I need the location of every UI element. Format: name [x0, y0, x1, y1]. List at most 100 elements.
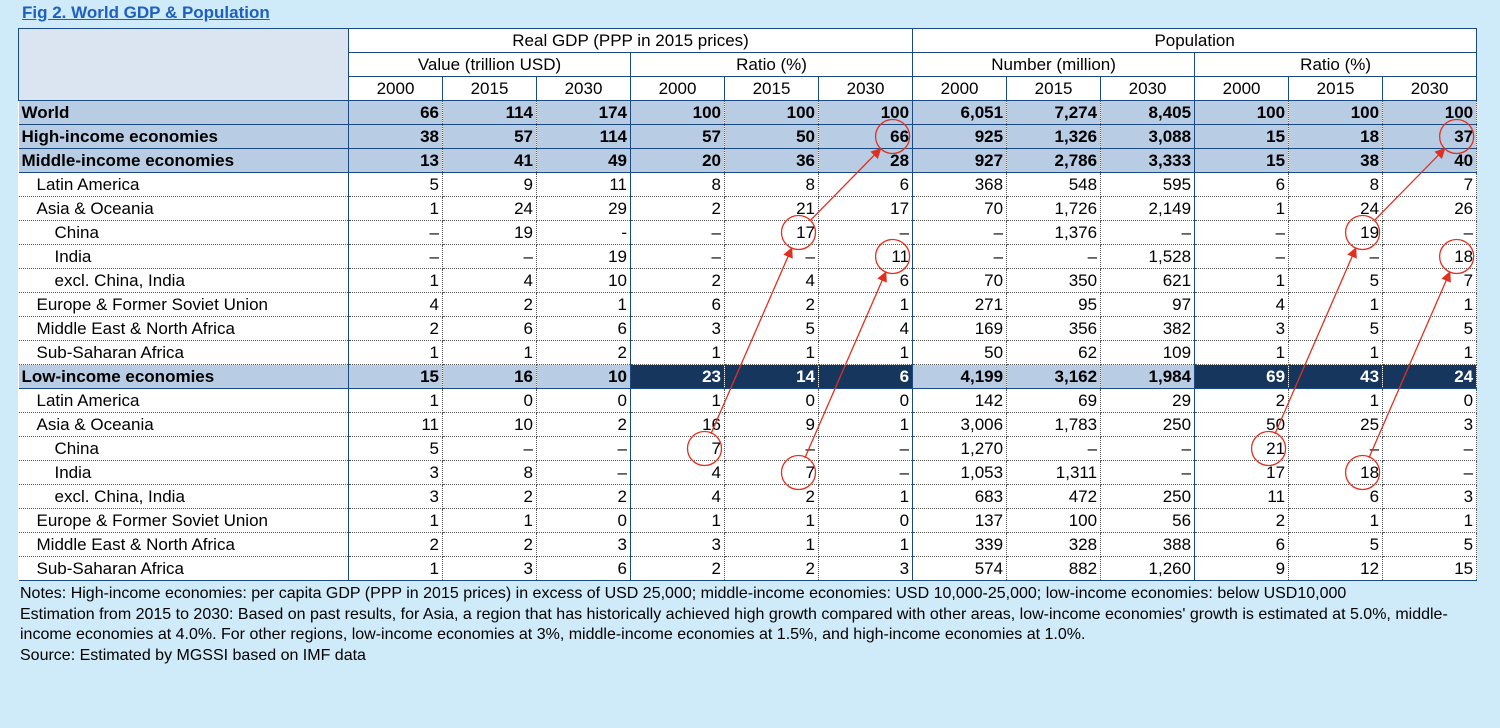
- table-row: excl. China, India 1 4 10 2 4 6 70 350 621 1 5 7: [18, 268, 1478, 293]
- row-label: Latin America: [18, 388, 349, 413]
- table-cell: 1: [630, 340, 725, 365]
- table-cell: 4: [348, 292, 443, 317]
- table-cell: 5: [348, 436, 443, 461]
- table-cell: 6: [818, 172, 914, 197]
- table-cell: 19: [1288, 220, 1384, 245]
- table-cell: 50: [912, 340, 1008, 365]
- table-cell: 1: [442, 340, 537, 365]
- table-cell: 250: [1100, 412, 1196, 437]
- data-table-wrapper: Real GDP (PPP in 2015 prices) Population V…: [18, 28, 1478, 581]
- table-cell: 574: [912, 556, 1008, 581]
- table-cell: 1: [818, 340, 914, 365]
- table-row: Europe & Former Soviet Union 1 1 0 1 1 0 137 100…: [18, 508, 1478, 533]
- table-cell: 66: [348, 100, 443, 125]
- header-row-groups: Real GDP (PPP in 2015 prices) Population: [18, 28, 1478, 101]
- table-cell: 2: [442, 292, 537, 317]
- table-cell: 15: [1194, 124, 1290, 149]
- table-cell: 1: [818, 484, 914, 509]
- row-label: India: [18, 244, 349, 269]
- notes-section: Notes: High-income economies: per capita…: [20, 584, 1480, 666]
- table-cell: 1,260: [1100, 556, 1196, 581]
- table-cell: 1,984: [1100, 364, 1196, 389]
- table-cell: 328: [1006, 532, 1102, 557]
- header-row-subgroups: Value (trillion USD) Ratio (%) Number (mil…: [19, 52, 1478, 77]
- table-cell: 0: [442, 388, 537, 413]
- table-cell: 1: [348, 268, 443, 293]
- table-cell: 0: [724, 388, 819, 413]
- table-cell: 927: [912, 148, 1008, 173]
- table-cell: 382: [1100, 316, 1196, 341]
- year-header: 2030: [817, 76, 914, 101]
- header-row-years: 2000 2015 2030 2000 2015 2030 2000 2015 2030 2000…: [19, 76, 1478, 101]
- table-cell: 0: [1382, 388, 1478, 413]
- year-header: 2015: [1006, 76, 1102, 101]
- table-cell: 62: [1006, 340, 1102, 365]
- table-cell: 11: [536, 172, 631, 197]
- table-cell: 548: [1006, 172, 1102, 197]
- row-label: High-income economies: [18, 124, 349, 149]
- table-cell: 621: [1100, 268, 1196, 293]
- table-cell: 3: [630, 532, 725, 557]
- table-cell: 169: [912, 316, 1008, 341]
- table-cell: 9: [724, 412, 819, 437]
- year-header: 2030: [536, 76, 631, 101]
- table-cell: 3: [536, 532, 631, 557]
- table-cell: 3,088: [1100, 124, 1196, 149]
- table-cell: 50: [1194, 412, 1290, 437]
- table-cell: 5: [1288, 532, 1384, 557]
- table-cell: 40: [1382, 148, 1478, 173]
- table-cell: 2: [536, 340, 631, 365]
- table-cell: 6: [1194, 172, 1290, 197]
- table-cell: 2: [724, 484, 819, 509]
- table-cell: 29: [1100, 388, 1196, 413]
- year-header: 2030: [1382, 76, 1478, 101]
- table-cell: 2: [724, 556, 819, 581]
- table-cell: 70: [912, 268, 1008, 293]
- table-cell: 1: [348, 508, 443, 533]
- table-cell: 142: [912, 388, 1008, 413]
- table-cell: –: [1100, 460, 1196, 485]
- table-cell: 1: [1382, 508, 1478, 533]
- table-cell: 19: [536, 244, 631, 269]
- table-cell: –: [1100, 220, 1196, 245]
- figure-title: Fig 2. World GDP & Population: [22, 3, 270, 22]
- table-cell: 114: [442, 100, 537, 125]
- table-cell: 66: [818, 124, 914, 149]
- table-cell: –: [912, 244, 1008, 269]
- table-cell: 11: [348, 412, 443, 437]
- table-cell: 925: [912, 124, 1008, 149]
- table-cell: 56: [1100, 508, 1196, 533]
- table-cell: 57: [442, 124, 537, 149]
- table-row: China 5– –7– –1,270– –21– –: [18, 436, 1478, 461]
- row-label: China: [18, 220, 349, 245]
- note-income-definition: Notes: High-income economies: per capita…: [20, 585, 1347, 602]
- table-cell: 4: [630, 484, 725, 509]
- table-cell: –: [1288, 244, 1384, 269]
- table-cell: 28: [818, 148, 914, 173]
- table-row: China –19- –17– –1,376– –19–: [18, 220, 1478, 245]
- table-cell: 6,051: [912, 100, 1008, 125]
- table-cell: 388: [1100, 532, 1196, 557]
- table-cell: 100: [1288, 100, 1384, 125]
- table-cell: 13: [348, 148, 443, 173]
- table-cell: 4: [818, 316, 914, 341]
- row-label: Middle East & North Africa: [18, 532, 349, 557]
- table-cell: 3: [348, 460, 443, 485]
- table-cell: 20: [630, 148, 725, 173]
- table-cell: –: [630, 244, 725, 269]
- table-cell: 3: [818, 556, 914, 581]
- table-cell: 100: [1194, 100, 1290, 125]
- table-cell: 1: [630, 508, 725, 533]
- table-cell: 5: [1288, 316, 1384, 341]
- table-cell: 2: [630, 268, 725, 293]
- table-cell: –: [724, 244, 819, 269]
- table-cell: 1: [1194, 196, 1290, 221]
- table-cell: 595: [1100, 172, 1196, 197]
- table-cell: 14: [724, 364, 819, 389]
- table-cell: 10: [536, 268, 631, 293]
- table-cell: –: [1100, 436, 1196, 461]
- table-cell: 6: [630, 292, 725, 317]
- table-row: excl. China, India 3 2 2 4 2 1 683 472 250 11 6 3: [18, 484, 1478, 509]
- table-cell: 1,376: [1006, 220, 1102, 245]
- table-cell: 2: [1194, 508, 1290, 533]
